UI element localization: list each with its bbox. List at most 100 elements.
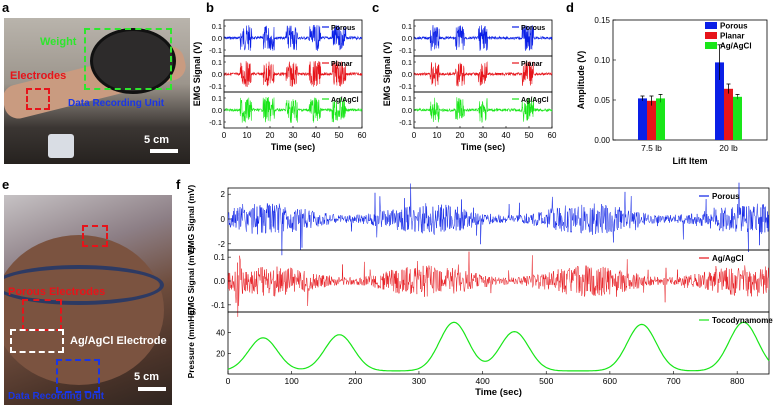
x-tick-label: 0 [222,131,227,140]
scale-label: 5 cm [144,134,170,146]
y-tick-label: -0.1 [209,118,222,127]
x-tick-label: 10 [433,131,442,140]
y-tick-label: 0.1 [212,94,222,103]
y-axis-title: EMG Signal (V) [192,42,202,107]
x-axis-title: Lift Item [673,156,708,166]
x-tick-label: 60 [548,131,557,140]
x-tick-label: 40 [312,131,321,140]
legend-label: Porous [331,25,355,32]
x-tick-label: 0 [226,376,231,386]
y-tick-label: 20 [216,349,225,358]
y-tick-label: 0.1 [402,58,412,67]
panel-d-label: d [566,0,574,15]
y-tick-label: -0.1 [209,46,222,55]
x-tick-label: 600 [603,376,617,386]
x-tick-label: 0 [412,131,417,140]
x-tick-label: 20 [456,131,465,140]
top-electrode-box [82,225,108,247]
panel-b-label: b [206,0,214,15]
y-tick-label: -0.1 [211,301,225,310]
y-tick-label: 0.00 [594,136,610,145]
panel-a-photo: Weight Electrodes Data Recording Unit 5 … [4,18,190,164]
y-tick-label: 0.1 [214,253,226,262]
y-tick-label: 0.05 [594,96,610,105]
legend-label: Porous [712,192,740,201]
weight-highlight-box [84,28,172,90]
recording-unit-box [48,134,74,158]
panel-c-label: c [372,0,380,15]
emg-trace [413,24,553,51]
electrodes-label: Electrodes [10,70,67,82]
y-tick-label: 0.0 [402,34,412,43]
x-axis-title: Time (sec) [271,142,315,152]
x-tick-label: 200 [348,376,362,386]
y-tick-label: 0.0 [212,70,222,79]
agcl-electrode-box [10,329,64,353]
y-axis-title: Pressure (mmHg) [186,307,196,378]
bar [715,62,724,140]
y-axis-title: EMG Signal (mV) [186,247,196,316]
legend-label: Tocodynamometer [712,316,773,325]
scale-bar [150,149,178,153]
x-tick-label: 20 lb [719,143,738,153]
porous-electrodes-box [22,299,62,331]
legend-label: Planar [720,32,744,41]
y-tick-label: -0.1 [399,118,412,127]
porous-electrodes-label: Porous Electrodes [8,286,106,298]
bar [656,98,665,140]
x-tick-label: 500 [539,376,553,386]
panel-a-label: a [2,0,10,15]
belt-shape [4,265,164,305]
recording-unit-box [56,359,100,393]
x-tick-label: 700 [666,376,680,386]
subplot-frame [227,311,770,375]
pressure-trace [227,321,770,372]
x-tick-label: 100 [285,376,299,386]
x-tick-label: 50 [335,131,344,140]
emg-trace [227,182,770,256]
x-tick-label: 60 [358,131,367,140]
bar [733,96,742,140]
legend-label: Ag/AgCl [720,42,752,51]
y-tick-label: 0.0 [402,106,412,115]
y-tick-label: 0.1 [402,22,412,31]
x-axis-title: Time (sec) [475,387,522,398]
emg-trace [223,96,363,123]
y-tick-label: -0.1 [399,46,412,55]
legend-label: Ag/AgCl [331,97,359,104]
emg-trace [227,251,770,317]
y-axis-title: EMG Signal (V) [382,42,392,107]
x-tick-label: 400 [475,376,489,386]
y-tick-label: 0.1 [402,94,412,103]
emg-trace [413,61,553,87]
chart-d: 0.000.050.100.157.5 lb 20 lbPorousPlanarA… [576,16,768,166]
y-tick-label: 0.0 [402,70,412,79]
legend-swatch [705,32,717,39]
panel-e-photo: Porous Electrodes Ag/AgCl Electrode Data… [4,195,172,405]
recording-unit-label: Data Recording Unit [8,391,105,402]
chart-c: Porous 0.1 0.0 -0.1 Planar 0.1 0.0 -0.1 Ag/AgCl 0… [382,19,557,152]
panel-f-label: f [176,177,181,192]
x-tick-label: 30 [479,131,488,140]
y-tick-label: 0.15 [594,16,610,25]
y-axis-title: EMG Signal (mV) [186,185,196,254]
scale-bar [138,387,166,391]
legend-label: Ag/AgCl [712,254,744,263]
y-tick-label: -2 [218,240,226,249]
electrodes-highlight-box [26,88,50,110]
y-tick-label: 0.1 [212,58,222,67]
x-tick-label: 50 [525,131,534,140]
x-tick-label: 300 [412,376,426,386]
y-tick-label: 0.0 [214,277,226,286]
chart-b: Porous 0.1 0.0 -0.1 Planar 0.1 0.0 -0.1 Ag/AgCl 0… [192,19,367,152]
emg-trace [223,61,363,88]
y-tick-label: 0.0 [212,106,222,115]
legend-label: Planar [331,61,353,68]
x-tick-label: 800 [730,376,744,386]
y-tick-label: 0.0 [212,34,222,43]
panel-e-label: e [2,177,10,192]
bar [647,100,656,140]
x-tick-label: 30 [289,131,298,140]
legend-swatch [705,22,717,29]
x-tick-label: 20 [266,131,275,140]
